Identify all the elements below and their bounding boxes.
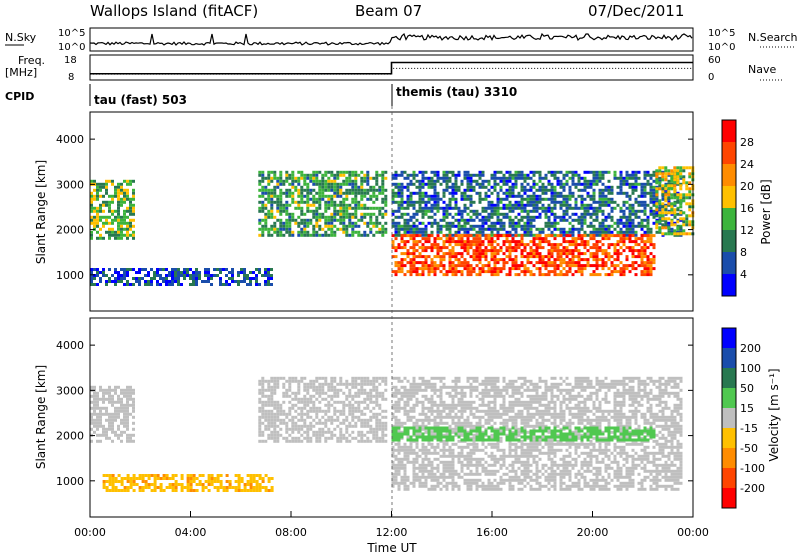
colorbar-swatch-6 [722, 252, 736, 275]
ytick-label-3: 4000 [56, 133, 84, 146]
xtick-label-1: 04:00 [175, 526, 207, 539]
colorbar-tick-2: 20 [740, 180, 754, 193]
freq-tick-low: 8 [68, 72, 74, 83]
power-region-4 [391, 234, 656, 277]
colorbar-tick-7: -200 [740, 482, 765, 495]
colorbar-tick-4: 12 [740, 224, 754, 237]
colorbar-swatch-4 [722, 408, 736, 429]
nave-tick-high: 60 [708, 55, 721, 66]
colorbar-swatch-0 [722, 328, 736, 349]
xtick-label-4: 16:00 [476, 526, 508, 539]
power-region-2 [258, 170, 388, 237]
velocity-region-0 [90, 385, 135, 443]
nsky-strip: N.Sky 10^5 10^0 10^5 10^0 N.Search [5, 27, 798, 53]
cpid-label: CPID [5, 90, 34, 103]
nsky-tick-high: 10^5 [58, 28, 85, 39]
colorbar-tick-1: 100 [740, 362, 761, 375]
colorbar-tick-1: 24 [740, 158, 754, 171]
power-region-5 [655, 166, 695, 236]
colorbar-swatch-6 [722, 448, 736, 469]
colorbar-swatch-4 [722, 208, 736, 231]
ytick-label-0: 1000 [56, 475, 84, 488]
time-axis-label: Time UT [366, 541, 417, 554]
nsearch-tick-low: 10^0 [708, 42, 735, 53]
beam-title: Beam 07 [355, 2, 422, 20]
colorbar-tick-6: 4 [740, 268, 747, 281]
colorbar-swatch-1 [722, 142, 736, 165]
power-region-0 [90, 179, 135, 240]
nsearch-label: N.Search [748, 31, 798, 44]
cpid-mode-1: themis (tau) 3310 [396, 85, 517, 99]
colorbar-swatch-2 [722, 164, 736, 187]
xtick-label-0: 00:00 [74, 526, 106, 539]
colorbar-tick-3: 15 [740, 402, 754, 415]
cpid-strip: CPID tau (fast) 503 themis (tau) 3310 [5, 84, 517, 107]
nsky-label: N.Sky [5, 31, 37, 44]
cpid-mode-0: tau (fast) 503 [94, 93, 187, 107]
power-cells [90, 166, 695, 286]
freq-tick-high: 18 [64, 55, 77, 66]
colorbar-frame [721, 119, 737, 297]
colorbar-swatch-3 [722, 186, 736, 209]
xtick-label-6: 00:00 [677, 526, 709, 539]
power-panel: 1000 2000 3000 4000 Slant Range [km] [34, 111, 695, 312]
velocity-colorbar-label: Velocity [m s⁻¹] [767, 368, 781, 461]
colorbar-swatch-8 [722, 488, 736, 509]
power-region-1 [90, 268, 273, 286]
colorbar-swatch-2 [722, 368, 736, 389]
colorbar-tick-3: 16 [740, 202, 754, 215]
velocity-yticks: 1000 2000 3000 4000 [56, 339, 693, 488]
nave-trace [90, 67, 693, 75]
freq-label: Freq. [18, 54, 45, 67]
colorbar-swatch-1 [722, 348, 736, 369]
nsky-tick-low: 10^0 [58, 42, 85, 53]
nsearch-tick-high: 10^5 [708, 28, 735, 39]
colorbar-tick-5: -50 [740, 442, 758, 455]
ytick-label-3: 4000 [56, 339, 84, 352]
time-axis: 00:00 04:00 08:00 12:00 16:00 20:00 00:00 [74, 511, 709, 539]
velocity-region-4 [391, 426, 656, 442]
xtick-label-3: 12:00 [376, 526, 408, 539]
power-colorbar: 28 24 20 16 12 8 4 [721, 119, 754, 297]
power-region-3 [391, 170, 683, 237]
colorbar-swatch-5 [722, 428, 736, 449]
colorbar-tick-2: 50 [740, 382, 754, 395]
velocity-region-2 [258, 376, 388, 443]
colorbar-tick-0: 200 [740, 342, 761, 355]
colorbar-tick-6: -100 [740, 462, 765, 475]
ytick-label-2: 3000 [56, 384, 84, 397]
ytick-label-0: 1000 [56, 269, 84, 282]
nave-tick-low: 0 [708, 72, 714, 83]
power-yticks: 1000 2000 3000 4000 [56, 133, 693, 282]
xtick-label-5: 20:00 [577, 526, 609, 539]
colorbar-frame [721, 327, 737, 509]
velocity-colorbar: 200 100 50 15 -15 -50 -100 -200 [721, 327, 765, 509]
colorbar-swatch-7 [722, 468, 736, 489]
freq-strip: Freq. [MHz] 18 8 60 0 Nave [5, 54, 782, 83]
colorbar-tick-0: 28 [740, 136, 754, 149]
colorbar-tick-4: -15 [740, 422, 758, 435]
velocity-panel: 1000 2000 3000 4000 Slant Range [km] [34, 317, 694, 518]
colorbar-swatch-0 [722, 120, 736, 143]
ytick-label-1: 2000 [56, 430, 84, 443]
velocity-region-1 [102, 474, 274, 492]
date-title: 07/Dec/2011 [588, 2, 684, 20]
colorbar-swatch-3 [722, 388, 736, 409]
power-colorbar-label: Power [dB] [759, 179, 773, 244]
colorbar-tick-5: 8 [740, 246, 747, 259]
ytick-label-2: 3000 [56, 178, 84, 191]
colorbar-swatch-7 [722, 274, 736, 297]
nave-label: Nave [748, 63, 776, 76]
freq-unit: [MHz] [5, 66, 37, 79]
ytick-label-1: 2000 [56, 224, 84, 237]
nsky-trace [89, 32, 693, 46]
velocity-cells [90, 376, 683, 492]
colorbar-swatch-5 [722, 230, 736, 253]
velocity-ylabel: Slant Range [km] [34, 365, 48, 469]
xtick-label-2: 08:00 [275, 526, 307, 539]
station-title: Wallops Island (fitACF) [90, 2, 258, 20]
power-ylabel: Slant Range [km] [34, 160, 48, 264]
